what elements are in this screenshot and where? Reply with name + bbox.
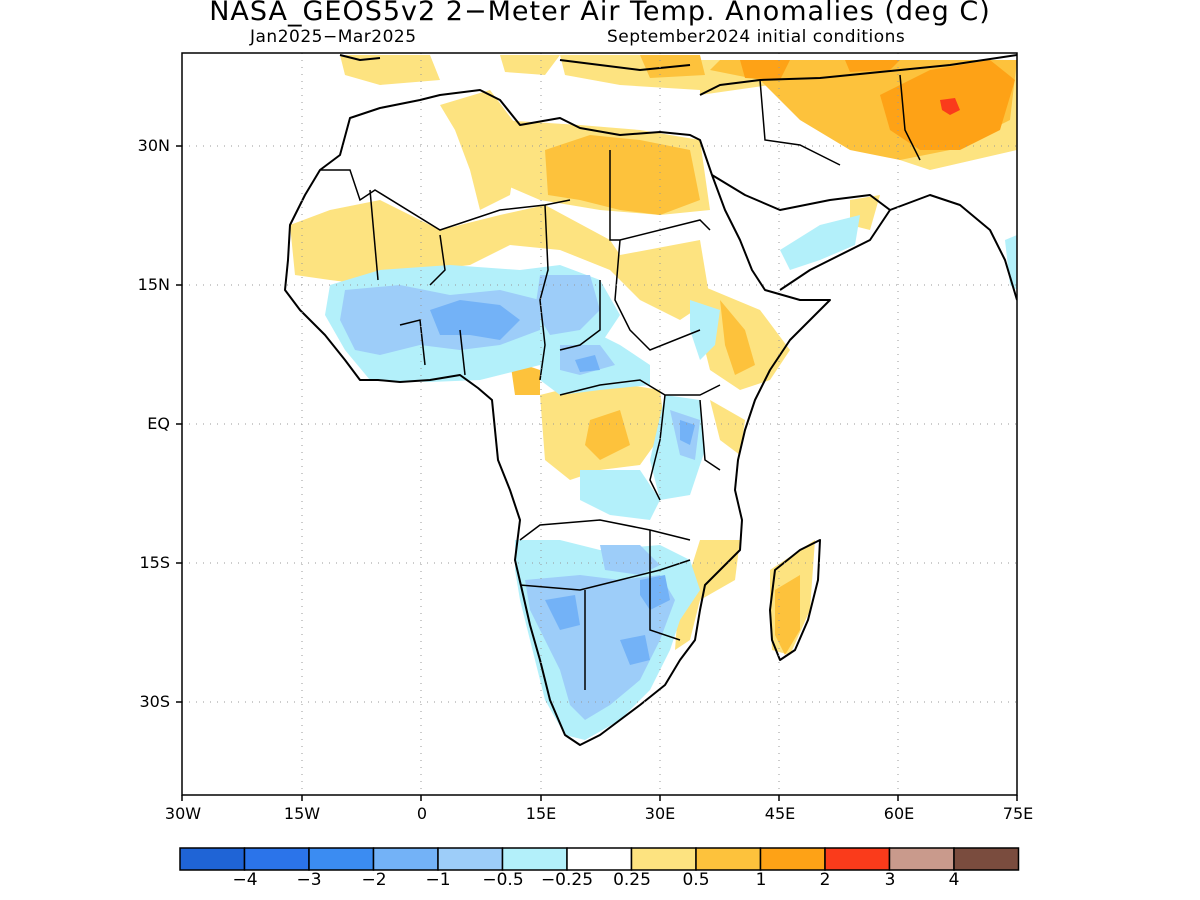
colorbar-label: 4 [948, 870, 960, 890]
lon-label-75e: 75E [1002, 804, 1034, 823]
lat-label-30s: 30S [139, 692, 170, 711]
lon-label-15w: 15W [283, 804, 321, 823]
colorbar-swatch [566, 847, 633, 871]
colorbar-label: −3 [296, 870, 322, 890]
colorbar-swatch [759, 847, 826, 871]
map-subtitle-period: Jan2025−Mar2025 [250, 27, 417, 47]
colorbar-swatch [824, 847, 891, 871]
graticule [182, 53, 1017, 795]
colorbar-label: −0.5 [482, 870, 524, 890]
colorbar-label: 0.5 [682, 870, 710, 890]
lon-label-15e: 15E [525, 804, 557, 823]
lat-label-15s: 15S [139, 553, 170, 572]
colorbar-swatch [372, 847, 439, 871]
map-subtitle-initial-conditions: September2024 initial conditions [607, 27, 906, 47]
country-borders [320, 74, 921, 690]
colorbar-swatch [179, 847, 246, 871]
colorbar-swatch [308, 847, 375, 871]
lon-label-30w: 30W [164, 804, 202, 823]
colorbar-label: −4 [232, 870, 258, 890]
lat-label-15n: 15N [137, 275, 170, 294]
colorbar [179, 847, 1020, 871]
anomaly-cool-strong [430, 300, 695, 665]
anomaly-hot-spot [940, 98, 960, 115]
colorbar-swatch [243, 847, 310, 871]
colorbar-swatch [695, 847, 762, 871]
colorbar-swatch [437, 847, 504, 871]
map-area [284, 54, 1017, 746]
colorbar-label: −1 [425, 870, 451, 890]
colorbar-label: −0.25 [540, 870, 594, 890]
lon-label-30e: 30E [644, 804, 676, 823]
axis-ticks [176, 145, 1018, 801]
colorbar-swatch [630, 847, 697, 871]
colorbar-label: 2 [819, 870, 831, 890]
colorbar-label: 1 [755, 870, 767, 890]
lon-label-60e: 60E [883, 804, 915, 823]
colorbar-label: −2 [361, 870, 387, 890]
lon-label-45e: 45E [764, 804, 796, 823]
map-title: NASA_GEOS5v2 2−Meter Air Temp. Anomalies… [209, 0, 991, 27]
lat-label-eq: EQ [147, 414, 170, 433]
lat-label-30n: 30N [137, 136, 170, 155]
lon-label-0: 0 [416, 804, 428, 823]
colorbar-swatch [953, 847, 1020, 871]
colorbar-swatch [501, 847, 568, 871]
colorbar-swatch [888, 847, 955, 871]
colorbar-label: 0.25 [613, 870, 651, 890]
coastlines [284, 54, 1017, 746]
colorbar-label: 3 [884, 870, 896, 890]
